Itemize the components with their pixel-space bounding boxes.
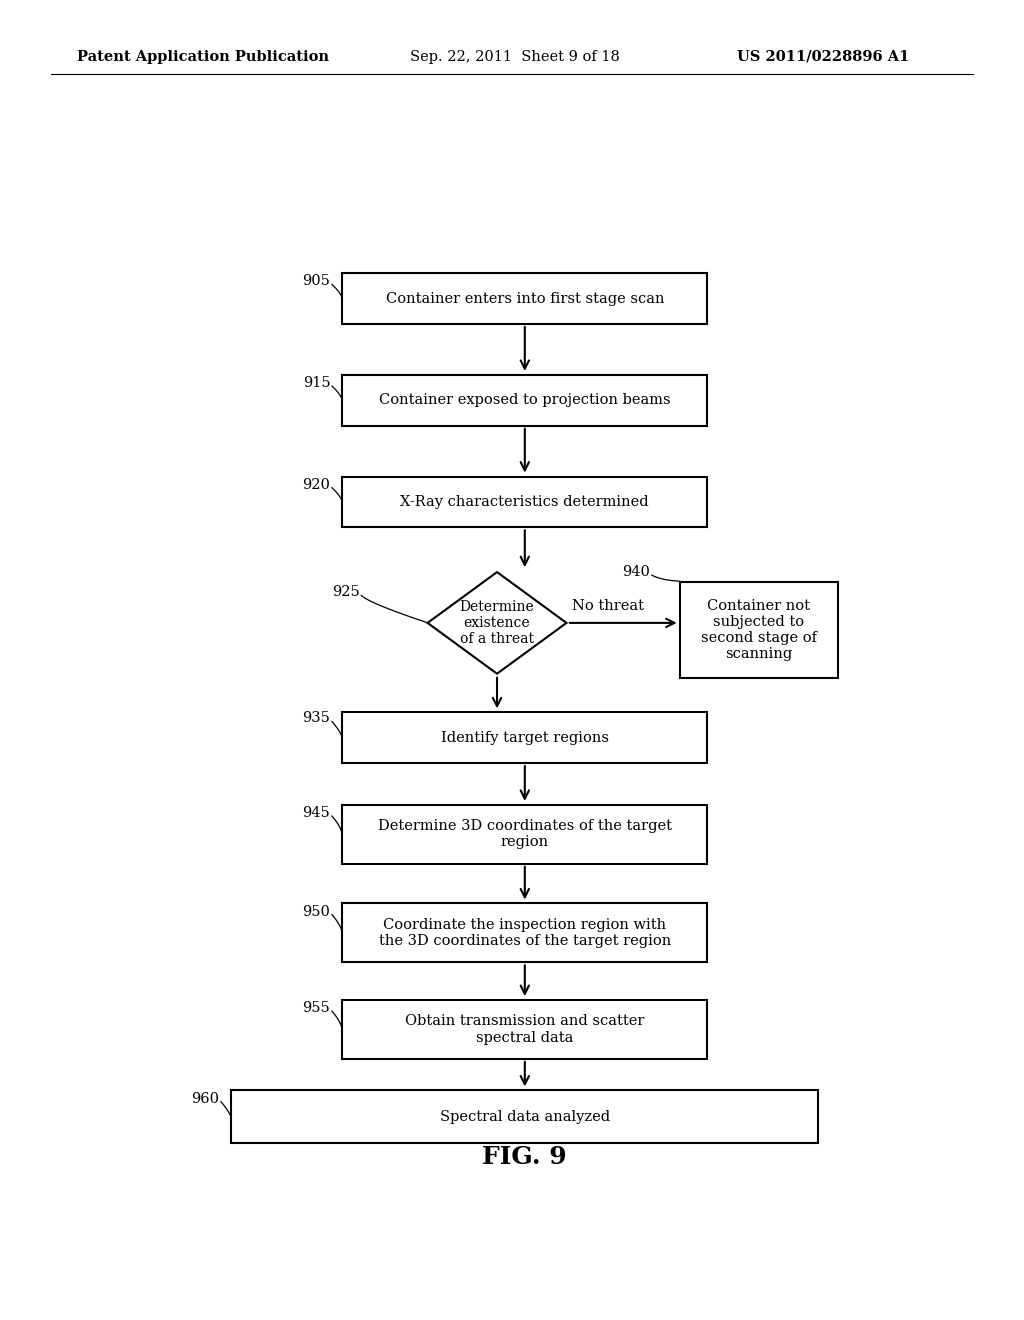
FancyBboxPatch shape bbox=[342, 273, 708, 325]
FancyBboxPatch shape bbox=[231, 1090, 818, 1143]
Text: Obtain transmission and scatter
spectral data: Obtain transmission and scatter spectral… bbox=[406, 1014, 644, 1044]
Text: Determine 3D coordinates of the target
region: Determine 3D coordinates of the target r… bbox=[378, 820, 672, 849]
Text: 915: 915 bbox=[303, 376, 331, 389]
Text: No threat: No threat bbox=[572, 599, 644, 612]
Text: Container enters into first stage scan: Container enters into first stage scan bbox=[386, 292, 664, 306]
Text: Coordinate the inspection region with
the 3D coordinates of the target region: Coordinate the inspection region with th… bbox=[379, 917, 671, 948]
Text: Identify target regions: Identify target regions bbox=[440, 731, 609, 744]
Text: Patent Application Publication: Patent Application Publication bbox=[77, 50, 329, 63]
Text: Container exposed to projection beams: Container exposed to projection beams bbox=[379, 393, 671, 408]
Polygon shape bbox=[428, 572, 566, 673]
FancyBboxPatch shape bbox=[680, 582, 839, 678]
Text: X-Ray characteristics determined: X-Ray characteristics determined bbox=[400, 495, 649, 510]
FancyBboxPatch shape bbox=[342, 1001, 708, 1059]
Text: Container not
subjected to
second stage of
scanning: Container not subjected to second stage … bbox=[700, 599, 817, 661]
Text: FIG. 9: FIG. 9 bbox=[482, 1144, 567, 1168]
FancyBboxPatch shape bbox=[342, 713, 708, 763]
Text: 920: 920 bbox=[302, 478, 331, 491]
Text: 935: 935 bbox=[302, 711, 331, 726]
Text: Determine
existence
of a threat: Determine existence of a threat bbox=[460, 599, 535, 645]
Text: 925: 925 bbox=[332, 585, 359, 599]
FancyBboxPatch shape bbox=[342, 375, 708, 426]
Text: 905: 905 bbox=[302, 275, 331, 288]
Text: 945: 945 bbox=[303, 807, 331, 820]
Text: Sep. 22, 2011  Sheet 9 of 18: Sep. 22, 2011 Sheet 9 of 18 bbox=[410, 50, 620, 63]
Text: 950: 950 bbox=[302, 904, 331, 919]
Text: 955: 955 bbox=[303, 1001, 331, 1015]
Text: 960: 960 bbox=[191, 1092, 219, 1106]
FancyBboxPatch shape bbox=[342, 477, 708, 528]
Text: Spectral data analyzed: Spectral data analyzed bbox=[439, 1110, 610, 1123]
Text: US 2011/0228896 A1: US 2011/0228896 A1 bbox=[737, 50, 909, 63]
Text: 940: 940 bbox=[623, 565, 650, 579]
FancyBboxPatch shape bbox=[342, 805, 708, 863]
FancyBboxPatch shape bbox=[342, 903, 708, 962]
